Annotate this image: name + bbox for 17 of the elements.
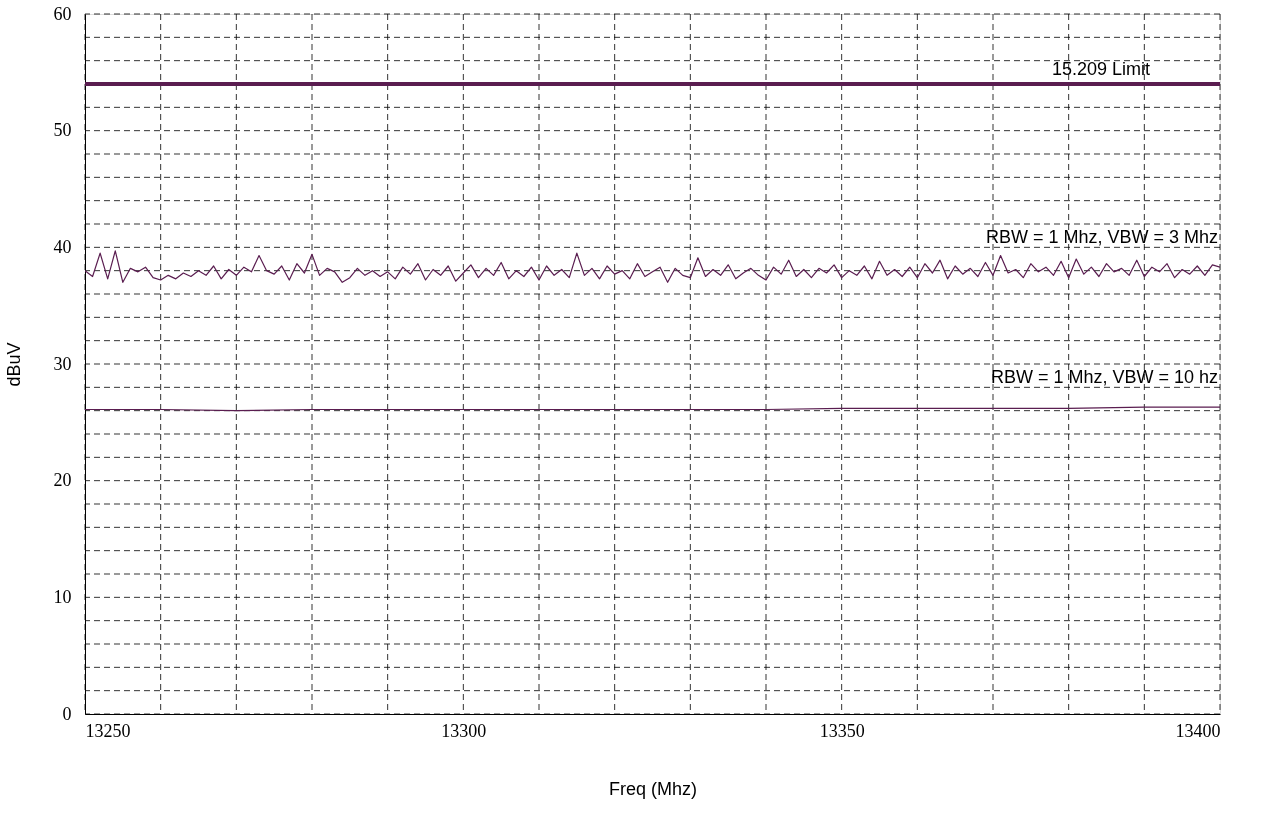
y-tick-label: 60 — [53, 3, 72, 24]
y-tick-label: 50 — [53, 120, 72, 141]
x-axis-title: Freq (Mhz) — [608, 778, 698, 799]
y-axis-title: dBuV — [3, 342, 24, 387]
series-label: RBW = 1 Mhz, VBW = 3 Mhz — [985, 227, 1218, 248]
series-label: RBW = 1 Mhz, VBW = 10 hz — [990, 367, 1218, 388]
y-tick-label: 30 — [53, 353, 72, 374]
y-tick-label: 20 — [53, 470, 72, 491]
x-tick-label: 13350 — [819, 720, 865, 741]
x-tick-label: 13400 — [1175, 720, 1221, 741]
y-tick-label: 0 — [62, 703, 72, 724]
line-series — [85, 250, 1220, 283]
x-tick-label: 13300 — [441, 720, 487, 741]
y-tick-label: 40 — [53, 236, 72, 257]
x-tick-label: 13250 — [85, 720, 131, 741]
y-tick-label: 10 — [53, 586, 72, 607]
ref-line-label: 15.209 Limit — [1051, 59, 1150, 79]
